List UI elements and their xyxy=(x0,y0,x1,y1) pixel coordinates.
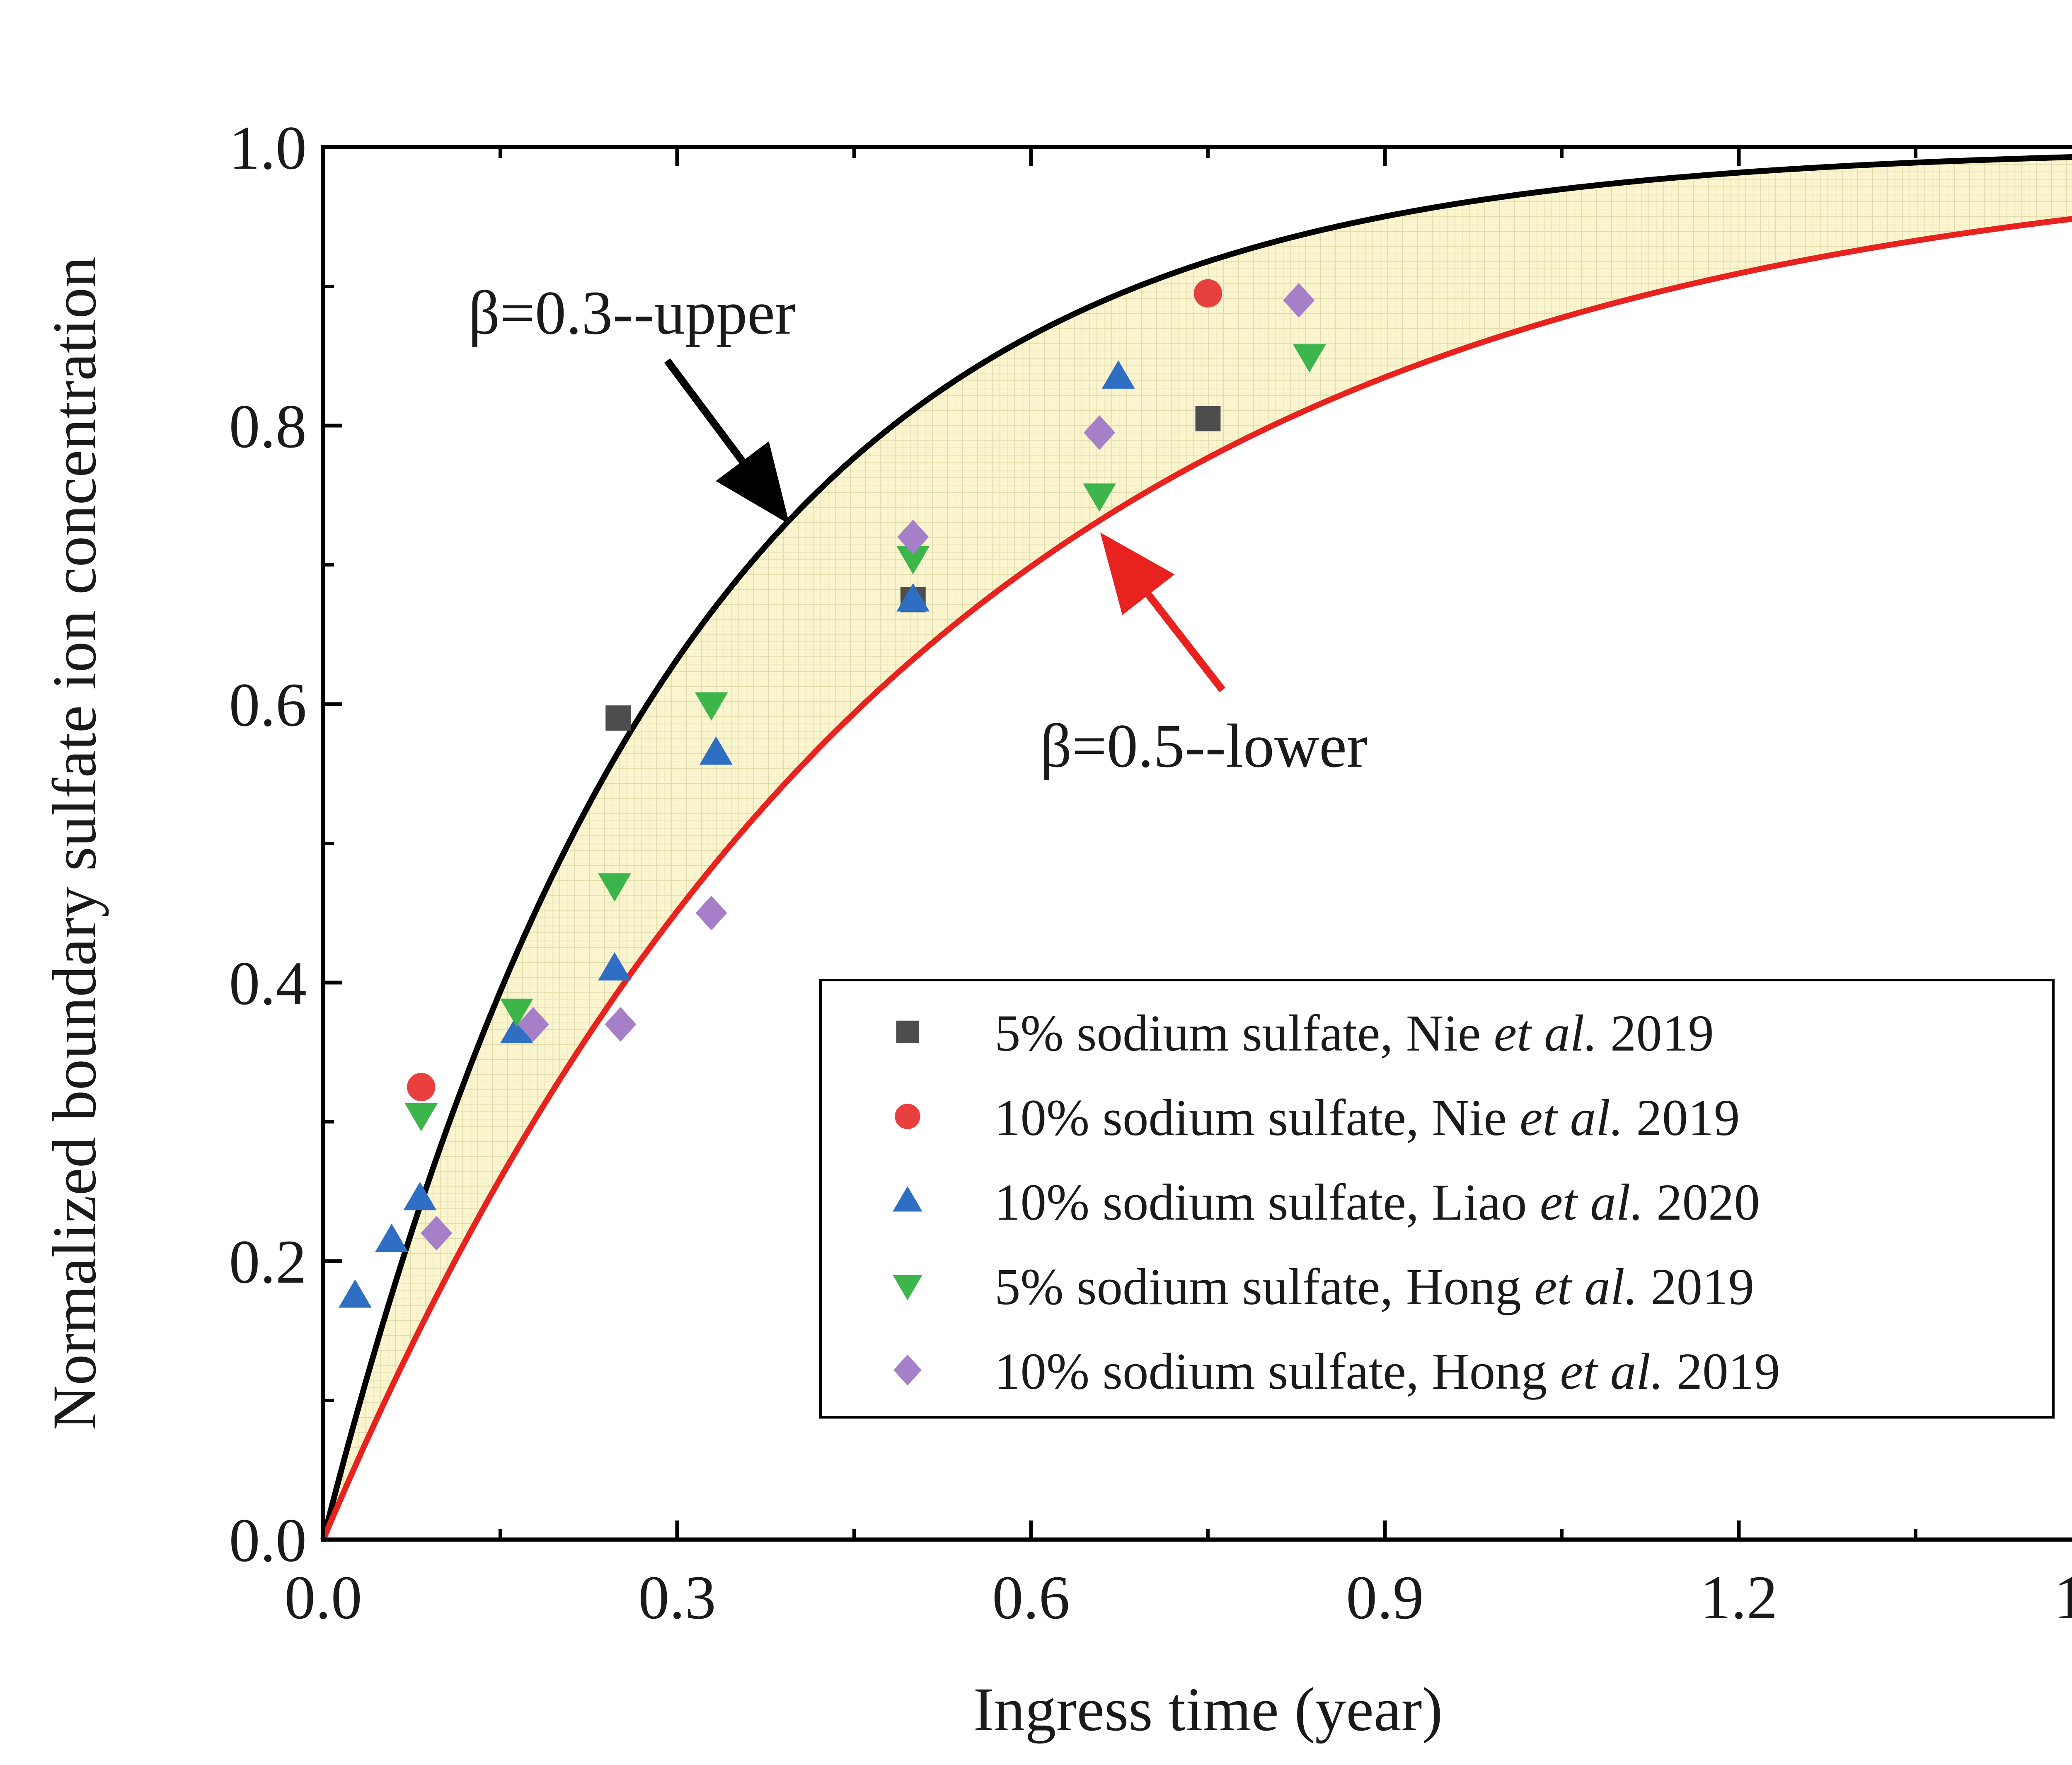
data-point-s2-6 xyxy=(896,583,930,612)
axes-layer: 0.0 0.3 0.6 0.9 1.2 1.5 0.0 0.2 0.4 0.6 0.8 1.0 Ingr… xyxy=(40,114,2072,1744)
data-point-s2-4 xyxy=(598,952,631,981)
band-area xyxy=(323,157,2072,1540)
y-tick-label: 1.0 xyxy=(229,114,307,182)
data-point-s4-6 xyxy=(1283,283,1315,318)
data-point-s0-0 xyxy=(605,705,631,731)
data-point-s2-0 xyxy=(339,1279,372,1308)
curve-lower xyxy=(320,216,2072,1541)
annotation-layer: β=0.3--upper β=0.5--lower xyxy=(468,278,1368,780)
data-point-s4-0 xyxy=(421,1216,453,1251)
x-tick-label: 0.3 xyxy=(638,1563,716,1632)
legend-marker-0 xyxy=(896,1020,919,1044)
y-tick-label: 0.6 xyxy=(229,671,307,739)
data-point-s4-1 xyxy=(517,1007,549,1042)
data-point-s1-1 xyxy=(1193,279,1222,307)
upper-arrow-head xyxy=(716,441,789,524)
data-point-s2-3 xyxy=(500,1014,533,1044)
y-tick-label: 0.8 xyxy=(229,392,307,461)
x-tick-label: 1.5 xyxy=(2054,1563,2072,1632)
legend-label-0: 5% sodium sulfate, Nie et al. 2019 xyxy=(995,1005,1714,1062)
legend-label-1: 10% sodium sulfate, Nie et al. 2019 xyxy=(995,1090,1740,1147)
data-point-s2-7 xyxy=(1101,360,1135,389)
data-point-s3-1 xyxy=(500,998,533,1027)
band-layer xyxy=(323,157,2072,1540)
point-layer xyxy=(339,279,1326,1308)
legend-marker-4 xyxy=(893,1354,922,1386)
data-point-s3-0 xyxy=(404,1103,438,1132)
data-point-s4-5 xyxy=(1084,415,1116,450)
x-tick-label: 0.9 xyxy=(1346,1563,1424,1632)
upper-arrow-shaft xyxy=(664,358,746,464)
data-point-s4-4 xyxy=(897,520,929,554)
lower-arrow-head xyxy=(1100,533,1175,615)
legend-marker-2 xyxy=(893,1186,922,1212)
y-axis-title: Normalized boundary sulfate ion concentr… xyxy=(40,257,109,1430)
legend-marker-1 xyxy=(895,1104,920,1129)
data-point-s3-2 xyxy=(598,873,631,902)
y-tick-label: 0.2 xyxy=(229,1228,307,1296)
x-tick-label: 0.6 xyxy=(992,1563,1070,1632)
legend-marker-3 xyxy=(893,1275,922,1300)
legend-label-2: 10% sodium sulfate, Liao et al. 2020 xyxy=(995,1174,1760,1231)
legend: 5% sodium sulfate, Nie et al. 2019 10% so… xyxy=(819,979,2055,1419)
data-point-s3-5 xyxy=(1083,483,1116,512)
legend-box xyxy=(819,979,2055,1419)
x-tick-label: 1.2 xyxy=(1700,1563,1778,1632)
legend-label-4: 10% sodium sulfate, Hong et al. 2019 xyxy=(995,1343,1780,1400)
legend-label-3: 5% sodium sulfate, Hong et al. 2019 xyxy=(995,1259,1754,1316)
x-tick-label: 0.0 xyxy=(284,1563,362,1632)
data-point-s4-2 xyxy=(605,1007,637,1042)
data-point-s3-6 xyxy=(1293,344,1326,373)
x-axis-title: Ingress time (year) xyxy=(973,1675,1443,1744)
data-point-s2-5 xyxy=(700,736,733,765)
data-point-s3-3 xyxy=(695,692,728,721)
y-tick-label: 0.0 xyxy=(229,1506,307,1575)
data-point-s2-2 xyxy=(403,1182,437,1211)
data-point-s4-3 xyxy=(695,896,727,930)
y-tick-label: 0.4 xyxy=(229,949,307,1018)
data-point-s3-4 xyxy=(896,546,930,575)
data-point-s2-1 xyxy=(375,1223,408,1252)
lower-arrow-shaft xyxy=(1145,592,1226,692)
upper-curve-label: β=0.3--upper xyxy=(468,278,796,347)
curve-upper xyxy=(320,154,2072,1540)
data-point-s1-0 xyxy=(407,1073,436,1102)
lower-curve-label: β=0.5--lower xyxy=(1040,712,1368,780)
data-point-s0-2 xyxy=(1195,406,1221,431)
curve-layer xyxy=(320,154,2072,1541)
